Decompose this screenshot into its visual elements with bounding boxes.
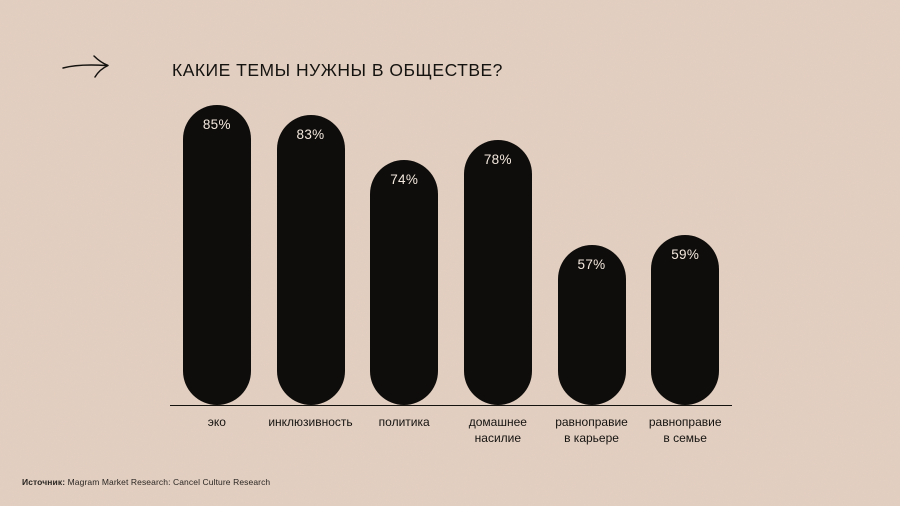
bar-value-label: 78% — [483, 152, 512, 167]
axis-baseline — [170, 405, 732, 406]
bar-column: 83% — [264, 105, 358, 405]
source-text: Magram Market Research: Cancel Culture R… — [65, 477, 271, 487]
category-labels-row: эко инклюзивность политика домашнее наси… — [170, 415, 732, 446]
category-label: равноправие в карьере — [555, 415, 628, 445]
bar-column: 78% — [451, 105, 545, 405]
bar-value-label: 85% — [202, 117, 231, 132]
bar-column: 59% — [638, 105, 732, 405]
bar-value-label: 83% — [296, 127, 325, 142]
arrow-icon — [60, 50, 112, 82]
bar: 59% — [651, 235, 720, 405]
bar-column: 74% — [357, 105, 451, 405]
bar-chart: 85% 83% 74% 78% 57% 59% — [170, 105, 732, 446]
bar: 74% — [370, 160, 439, 405]
category-label: равноправие в семье — [648, 415, 722, 445]
bar-value-label: 57% — [577, 257, 606, 272]
category-label: домашнее насилие — [468, 415, 527, 445]
bar: 78% — [463, 140, 532, 405]
bar-column: 57% — [545, 105, 639, 405]
bar-column: 85% — [170, 105, 264, 405]
category-label: инклюзивность — [268, 415, 353, 429]
bar: 57% — [557, 245, 626, 405]
bar-value-label: 74% — [390, 172, 419, 187]
page-title: КАКИЕ ТЕМЫ НУЖНЫ В ОБЩЕСТВЕ? — [172, 60, 503, 80]
category-label: эко — [207, 415, 226, 429]
bar: 83% — [276, 115, 345, 405]
bar-value-label: 59% — [671, 247, 700, 262]
bar: 85% — [182, 105, 251, 405]
bars-row: 85% 83% 74% 78% 57% 59% — [170, 105, 732, 405]
source-label: Источник: — [22, 477, 66, 487]
category-label: политика — [378, 415, 430, 429]
source-note: Источник: Magram Market Research: Cancel… — [22, 477, 270, 487]
